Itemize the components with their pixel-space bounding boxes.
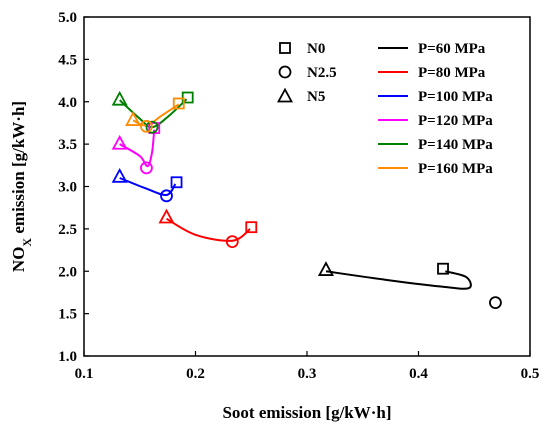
plot-area: 0.1 0.2 0.3 0.4 0.5 1.0 1.5 2.0 2.5 3.0 3.5 4.0 4.5 5… [58, 10, 539, 382]
data-point [158, 208, 175, 224]
series-curve [119, 129, 156, 168]
x-tick-label: 0.3 [298, 366, 317, 382]
data-point [170, 176, 183, 189]
legend-marker-label: N0 [307, 41, 325, 57]
data-point [160, 189, 173, 203]
y-tick-label: 4.5 [58, 52, 77, 68]
y-tick-label: 2.5 [58, 222, 77, 238]
legend-series-label: P=100 MPa [418, 89, 493, 105]
y-axis-title-subscript: X [20, 238, 34, 247]
x-axis-title: Soot emission [g/kW·h] [222, 403, 391, 422]
legend-marker-square [279, 42, 291, 54]
data-point [489, 296, 502, 310]
data-point [140, 161, 153, 175]
data-point [437, 262, 449, 275]
y-axis-title-main: NO [9, 247, 28, 273]
legend-series-label: P=140 MPa [418, 137, 493, 153]
y-tick-label: 1.0 [58, 349, 77, 365]
y-tick-label: 4.0 [58, 95, 77, 111]
data-point [172, 97, 185, 110]
legend-series-label: P=80 MPa [418, 65, 486, 81]
legend-marker-triangle [276, 87, 294, 103]
data-point [140, 119, 153, 133]
y-tick-label: 5.0 [58, 10, 77, 26]
data-point [181, 91, 194, 104]
x-tick-label: 0.2 [186, 366, 205, 382]
y-tick-label: 3.0 [58, 180, 77, 196]
series-curve [325, 270, 472, 290]
data-point [111, 134, 128, 150]
data-point [125, 111, 142, 126]
y-axis-title-rest: emission [g/kW·h] [9, 101, 28, 238]
data-point [111, 90, 128, 106]
y-tick-label: 1.5 [58, 307, 77, 323]
legend-series-label: P=160 MPa [418, 161, 493, 177]
axis-ticks: 0.1 0.2 0.3 0.4 0.5 1.0 1.5 2.0 2.5 3.0 3.5 4.0 4.5 5… [58, 10, 539, 382]
data-point [111, 167, 128, 183]
data-point [245, 221, 258, 234]
data-point [317, 261, 334, 276]
y-axis-title: NOX emission [g/kW·h] [9, 101, 34, 272]
x-tick-label: 0.1 [75, 366, 94, 382]
legend-marker-label: N2.5 [307, 65, 337, 81]
series-curve [165, 217, 251, 242]
legend-series-label: P=120 MPa [418, 113, 493, 129]
series-curve [119, 177, 177, 197]
legend-series-label: P=60 MPa [418, 41, 486, 57]
data-markers [111, 90, 502, 310]
series-legend: P=60 MPa P=80 MPa P=100 MPa P=120 MPa P=140 … [378, 41, 493, 177]
y-tick-label: 2.0 [58, 264, 77, 280]
x-tick-label: 0.4 [409, 366, 428, 382]
data-point [145, 120, 159, 134]
legend-marker-label: N5 [307, 89, 325, 105]
data-point [225, 235, 239, 248]
legend-marker-circle [278, 65, 292, 79]
x-tick-label: 0.5 [521, 366, 540, 382]
y-tick-label: 3.5 [58, 137, 77, 153]
marker-legend: N0 N2.5 N5 [276, 41, 337, 105]
